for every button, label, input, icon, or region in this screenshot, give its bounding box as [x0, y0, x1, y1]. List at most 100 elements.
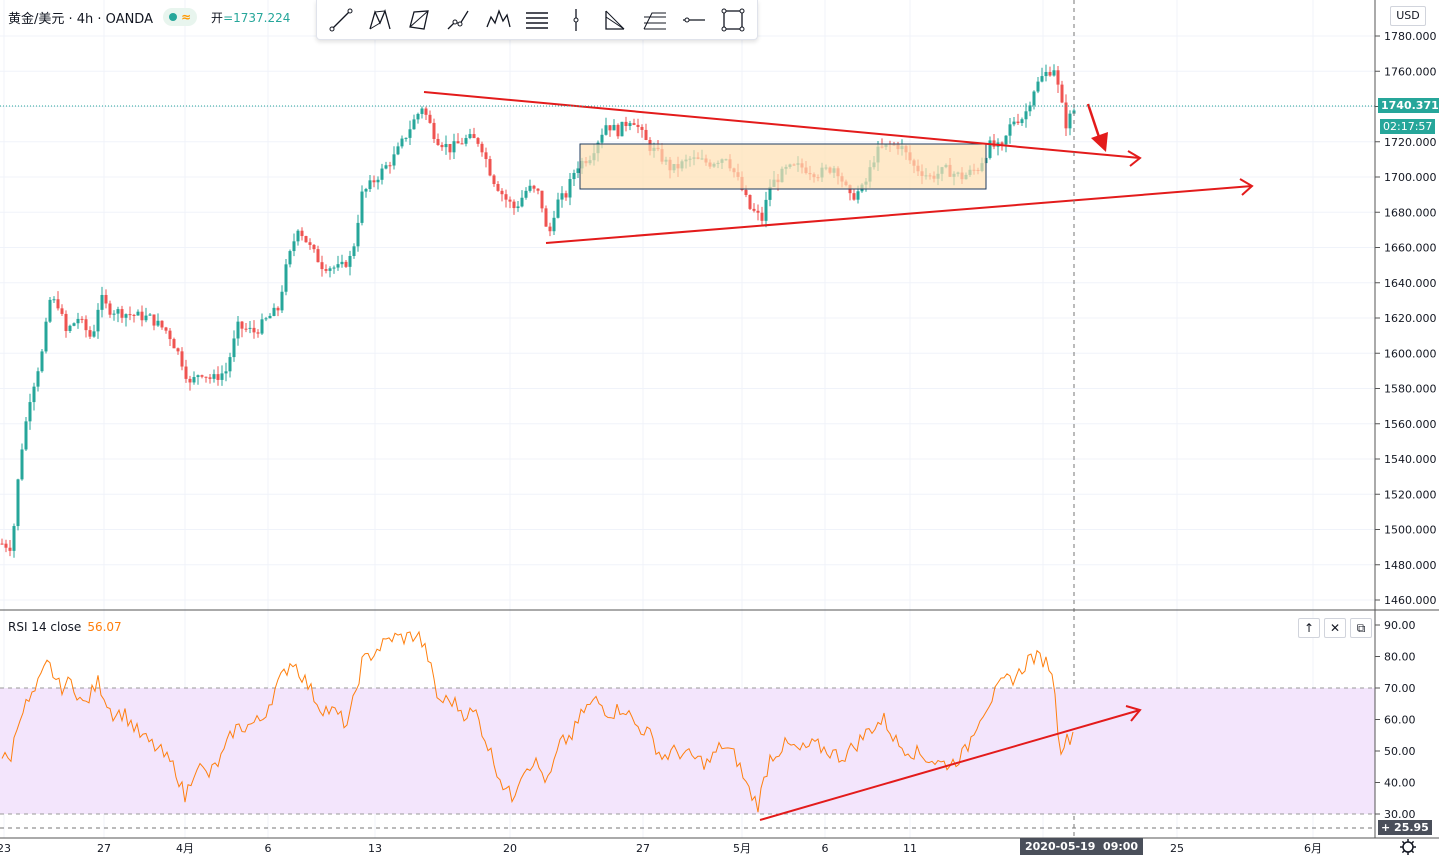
- price-axis[interactable]: 1780.0001760.0001740.0001720.0001700.000…: [1375, 30, 1437, 607]
- candle-body: [436, 138, 440, 145]
- candle-body: [492, 175, 496, 185]
- candle-body: [424, 108, 428, 115]
- path-tool-button[interactable]: [442, 4, 474, 36]
- candle-body: [172, 339, 176, 349]
- candle-body: [40, 351, 44, 372]
- candle-body: [152, 314, 156, 326]
- elliott-wave-icon: [486, 8, 511, 27]
- candle-body: [292, 241, 296, 252]
- market-status-badge[interactable]: ≈: [162, 8, 198, 26]
- price-axis-label: 1780.000: [1384, 30, 1437, 43]
- candle-body: [1016, 121, 1020, 124]
- candle-body: [600, 134, 604, 143]
- candle-body: [1036, 81, 1040, 92]
- candle-body: [124, 314, 128, 318]
- maximize-pane-button[interactable]: ⧉: [1350, 618, 1372, 638]
- horizontal-line-icon: [683, 17, 706, 22]
- candle-body: [1028, 105, 1032, 112]
- rsi-trendline-group[interactable]: [759, 705, 1142, 821]
- candle-body: [1012, 121, 1016, 125]
- candle-body: [24, 421, 28, 450]
- rsi-trendline-arrowhead: [1125, 705, 1142, 722]
- consolidation-rectangle[interactable]: [579, 143, 987, 190]
- candle-body: [508, 199, 512, 202]
- candle-body: [480, 143, 484, 153]
- abcd-tool-button[interactable]: [403, 4, 435, 36]
- rsi-axis[interactable]: 90.00 80.00 70.00 60.00 50.00 40.00 30.00: [1375, 619, 1416, 821]
- candle-body: [364, 189, 368, 192]
- candle-body: [332, 267, 336, 269]
- candle-body: [1004, 135, 1008, 145]
- candle-body: [268, 315, 272, 319]
- cursor-time: 09:00: [1103, 840, 1139, 853]
- candle-body: [608, 125, 612, 131]
- vertical-line-tool-button[interactable]: [560, 4, 592, 36]
- candle-body: [1068, 113, 1072, 129]
- candle-body: [196, 375, 200, 378]
- candle-body: [400, 138, 404, 147]
- candle-body: [280, 291, 284, 311]
- horizontal-line-tool-button[interactable]: [678, 4, 710, 36]
- candle-body: [1040, 76, 1044, 82]
- rsi-axis-label: 50.00: [1384, 745, 1416, 758]
- settings-gear-icon[interactable]: [1400, 839, 1416, 855]
- candle-body: [200, 375, 204, 377]
- candle-body: [544, 208, 548, 227]
- parallel-lines-tool-button[interactable]: [521, 4, 553, 36]
- candle-body: [408, 129, 412, 138]
- currency-button[interactable]: USD: [1390, 6, 1426, 26]
- xabcd-tool-button[interactable]: [364, 4, 396, 36]
- gann-tool-button[interactable]: [599, 4, 631, 36]
- current-price-tag: 1740.371: [1378, 98, 1439, 113]
- open-value: =1737.224: [223, 10, 291, 25]
- symbol-legend[interactable]: 黄金/美元 · 4h · OANDA ≈ 开=1737.224: [0, 0, 290, 34]
- trendlines[interactable]: [423, 91, 1254, 244]
- time-axis-label: 6月: [1304, 842, 1322, 855]
- trend-line-tool-button[interactable]: [325, 4, 357, 36]
- candle-body: [388, 165, 392, 167]
- candle-body: [372, 180, 376, 183]
- close-pane-button[interactable]: ✕: [1324, 618, 1346, 638]
- elliott-wave-tool-button[interactable]: [482, 4, 514, 36]
- candle-body: [48, 299, 52, 322]
- candle-body: [612, 124, 616, 131]
- candle-body: [460, 143, 464, 145]
- candle-body: [344, 261, 348, 267]
- candle-body: [1064, 102, 1068, 129]
- time-axis-label: 4月: [176, 842, 194, 855]
- candle-body: [640, 126, 644, 130]
- candle-body: [168, 330, 172, 340]
- candle-body: [336, 264, 340, 268]
- candle-body: [536, 188, 540, 191]
- candle-body: [192, 377, 196, 383]
- price-axis-label: 1540.000: [1384, 453, 1437, 466]
- price-axis-label: 1680.000: [1384, 206, 1437, 219]
- rsi-line: [1, 630, 1074, 813]
- candle-body: [1000, 142, 1004, 145]
- move-pane-up-button[interactable]: ↑: [1298, 618, 1320, 638]
- candle-body: [208, 377, 212, 379]
- candle-body: [308, 242, 312, 245]
- time-axis-label: 6: [822, 842, 829, 855]
- candle-body: [628, 123, 632, 127]
- candle-body: [256, 332, 260, 334]
- fib-tool-button[interactable]: [639, 4, 671, 36]
- candle-body: [300, 230, 304, 237]
- candle-body: [1048, 72, 1052, 76]
- candle-body: [296, 230, 300, 242]
- candle-body: [1060, 84, 1064, 103]
- candle-body: [148, 314, 152, 316]
- time-axis[interactable]: 23 27 4月 6 13 20 27 5月 6 11 25 6月: [0, 842, 1322, 855]
- rsi-legend[interactable]: RSI 14 close 56.07: [8, 620, 122, 634]
- candle-body: [180, 351, 184, 367]
- candle-body: [112, 313, 116, 315]
- candle-body: [448, 143, 452, 153]
- rectangle-tool-button[interactable]: [717, 4, 749, 36]
- candle-body: [92, 331, 96, 337]
- candle-body: [212, 374, 216, 379]
- candle-body: [632, 123, 636, 125]
- symbol-title[interactable]: 黄金/美元 · 4h · OANDA: [8, 11, 153, 27]
- plus-icon: +: [1381, 821, 1395, 834]
- candle-body: [96, 309, 100, 332]
